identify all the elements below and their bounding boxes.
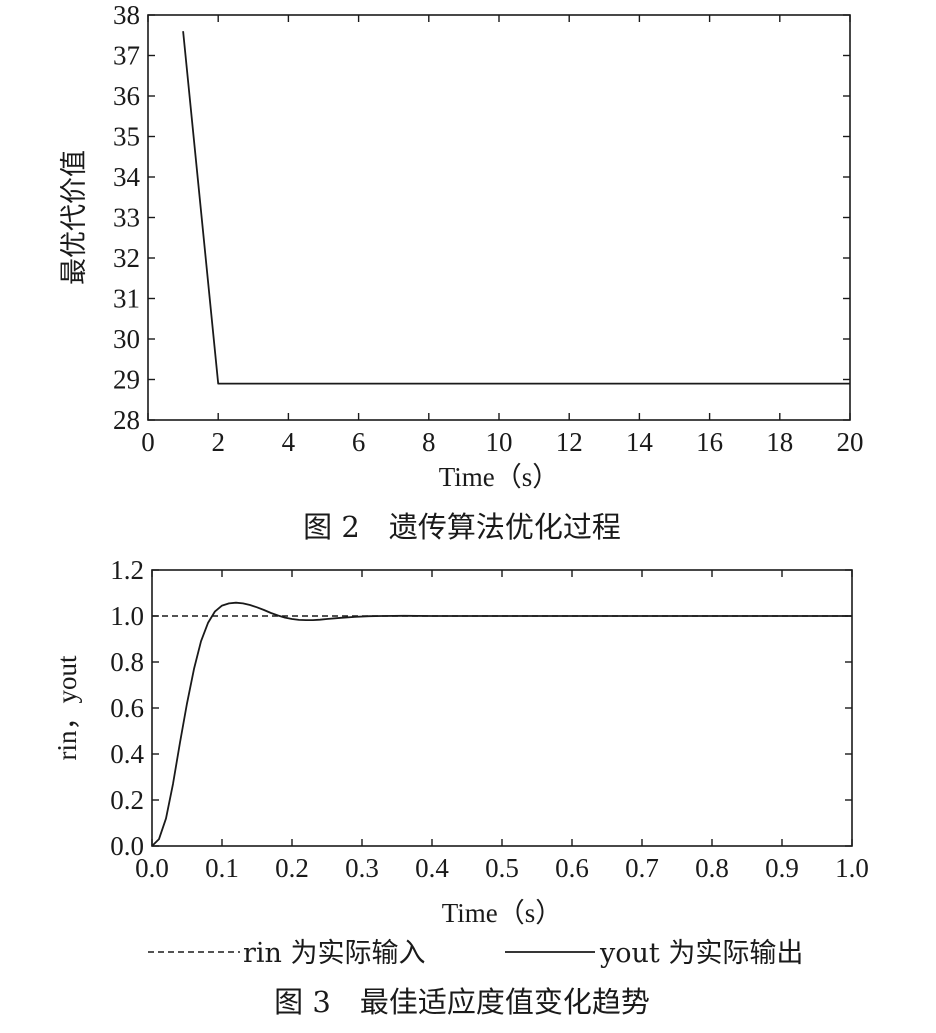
legend-label-yout: yout 为实际输出 [599,938,803,969]
series-line-1 [182,31,850,385]
x-tick-label: 0.0 [135,853,169,883]
x-tick-label: 1.0 [835,853,869,883]
figure-caption: 图 3 最佳适应度值变化趋势 [274,985,650,1019]
y-axis-label: 最优代价值 [59,150,89,285]
x-tick-label: 14 [626,427,654,457]
y-tick-label: 0.6 [110,693,144,723]
chart-1: 0 2 4 6 8 10 12 14 16 18 20 28 29 30 31 32 33 34 35 36 37 38 T… [59,0,864,544]
x-tick-label: 10 [486,427,513,457]
x-tick-label: 0.3 [345,853,379,883]
legend-label-rin: rin 为实际输入 [243,938,426,969]
x-tick-label: 20 [837,427,864,457]
x-tick-label: 0.2 [275,853,309,883]
y-tick-label: 31 [113,284,140,314]
y-tick-label: 0.2 [110,785,144,815]
x-tick-label: 0 [141,427,155,457]
x-axis-label: Time（s） [442,898,563,928]
legend: rin 为实际输入 yout 为实际输出 [148,938,803,969]
x-tick-label: 0.1 [205,853,239,883]
y-tick-label: 33 [113,203,140,233]
y-tick-label: 0.0 [110,831,144,861]
figure-caption: 图 2 遗传算法优化过程 [303,510,621,544]
y-tick-label: 37 [113,41,140,71]
x-tick-label: 6 [352,427,366,457]
x-tick-label: 0.5 [485,853,519,883]
plot-frame [151,569,853,847]
x-tick-label: 0.9 [765,853,799,883]
y-tick-label: 34 [113,162,141,192]
x-tick-label: 18 [766,427,793,457]
x-tick-label: 0.6 [555,853,589,883]
y-tick-label: 36 [113,81,140,111]
y-tick-label: 0.8 [110,647,144,677]
y-axis-label: rin，yout [52,655,82,760]
x-tick-label: 0.7 [625,853,659,883]
plot-frame [147,14,851,421]
y-tick-label: 35 [113,122,140,152]
y-tick-label: 29 [113,365,140,395]
x-tick-label: 4 [282,427,296,457]
y-tick-label: 1.2 [110,555,144,585]
y-tick-label: 30 [113,324,140,354]
y-tick-label: 32 [113,243,140,273]
x-tick-label: 2 [211,427,225,457]
series-line-2 [151,601,852,847]
chart-2: 0.0 0.1 0.2 0.3 0.4 0.5 0.6 0.7 0.8 0.9 1.0 0.0 0.2 0… [52,555,869,1019]
x-tick-label: 8 [422,427,436,457]
y-tick-label: 38 [113,0,140,30]
y-tick-label: 28 [113,405,140,435]
x-tick-label: 0.4 [415,853,449,883]
x-axis-label: Time（s） [439,462,560,492]
y-tick-label: 1.0 [110,601,144,631]
x-tick-label: 16 [696,427,723,457]
y-tick-label: 0.4 [110,739,144,769]
x-tick-label: 0.8 [695,853,729,883]
x-tick-label: 12 [556,427,583,457]
